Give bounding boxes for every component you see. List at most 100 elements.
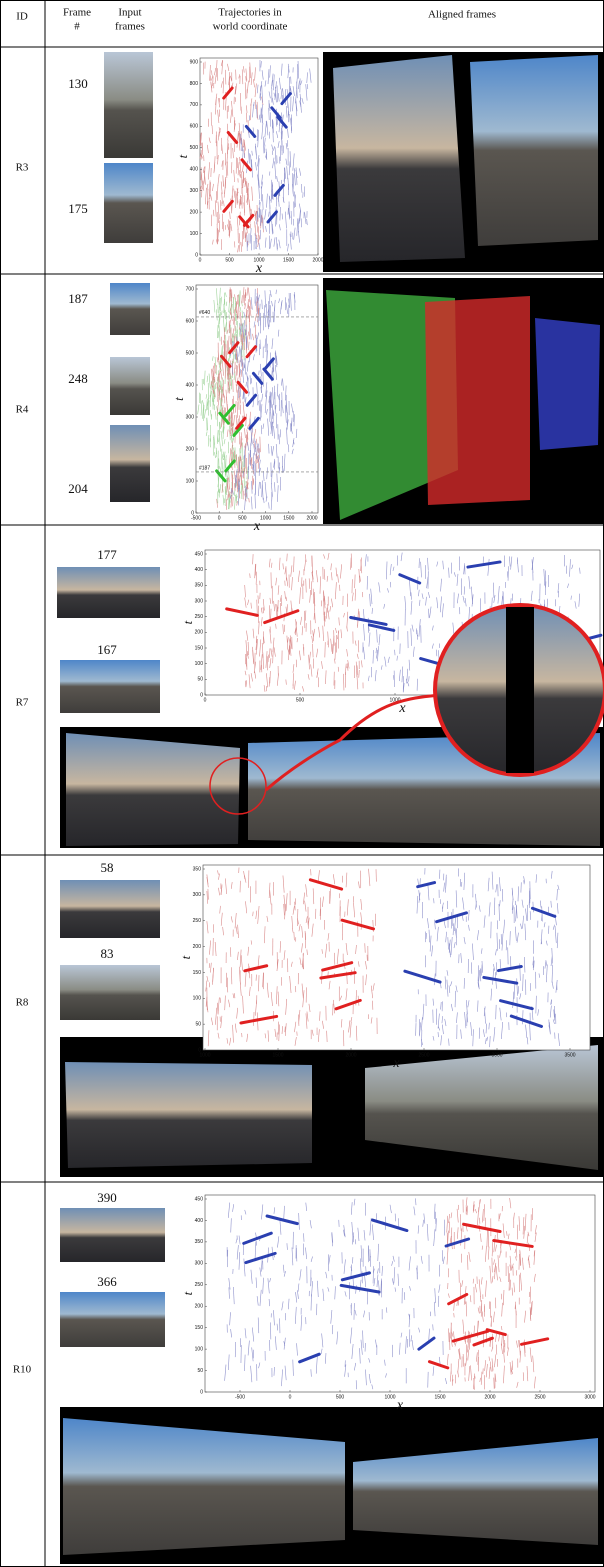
trajectory bbox=[253, 321, 256, 328]
trajectory bbox=[252, 104, 254, 118]
trajectory bbox=[273, 305, 276, 323]
trajectory bbox=[299, 100, 302, 108]
trajectory bbox=[516, 1381, 519, 1388]
trajectory bbox=[278, 1024, 280, 1042]
trajectory bbox=[526, 1233, 529, 1244]
trajectory bbox=[557, 903, 559, 914]
trajectory bbox=[358, 568, 361, 583]
trajectory bbox=[230, 289, 233, 303]
trajectory bbox=[212, 370, 215, 388]
trajectory bbox=[397, 1273, 399, 1286]
trajectory bbox=[250, 297, 253, 310]
trajectory bbox=[328, 980, 331, 990]
trajectory bbox=[247, 946, 249, 956]
trajectory bbox=[282, 1264, 285, 1273]
trajectory-highlight bbox=[416, 881, 437, 889]
trajectory bbox=[255, 999, 257, 1016]
trajectory bbox=[495, 1244, 497, 1252]
trajectory bbox=[217, 229, 219, 244]
trajectory bbox=[293, 168, 296, 186]
trajectory bbox=[205, 394, 208, 399]
trajectory bbox=[279, 557, 281, 571]
trajectory bbox=[230, 373, 232, 386]
trajectory bbox=[234, 495, 236, 510]
trajectory bbox=[263, 471, 265, 482]
trajectory bbox=[260, 215, 262, 229]
trajectory bbox=[446, 970, 449, 976]
trajectory bbox=[237, 951, 239, 961]
trajectory bbox=[265, 226, 267, 232]
trajectory bbox=[292, 174, 295, 190]
trajectory bbox=[485, 1023, 487, 1034]
trajectory bbox=[221, 405, 224, 422]
trajectory bbox=[291, 915, 293, 929]
trajectory bbox=[525, 1024, 528, 1039]
trajectory bbox=[299, 168, 301, 176]
trajectory bbox=[236, 1007, 238, 1019]
trajectory bbox=[272, 648, 274, 664]
trajectory bbox=[240, 349, 242, 367]
trajectory bbox=[298, 209, 301, 224]
y-tick-label: 450 bbox=[195, 551, 204, 557]
trajectory bbox=[551, 981, 554, 989]
trajectory bbox=[475, 893, 477, 908]
trajectory bbox=[267, 308, 270, 314]
trajectory bbox=[259, 467, 261, 473]
trajectory bbox=[417, 878, 419, 886]
trajectory bbox=[238, 478, 241, 490]
trajectory bbox=[310, 1256, 313, 1263]
trajectory bbox=[284, 567, 287, 575]
y-tick-label: 0 bbox=[198, 1047, 201, 1053]
trajectory bbox=[250, 328, 252, 340]
trajectory bbox=[506, 1231, 508, 1236]
trajectory bbox=[385, 1373, 387, 1378]
trajectory bbox=[268, 502, 270, 509]
trajectory bbox=[240, 241, 243, 252]
trajectory-highlight bbox=[236, 380, 248, 394]
trajectory bbox=[262, 484, 264, 500]
trajectory bbox=[238, 200, 241, 209]
trajectory bbox=[257, 226, 259, 243]
trajectory bbox=[329, 888, 331, 905]
trajectory bbox=[481, 1277, 483, 1285]
warped-frame bbox=[63, 1418, 345, 1555]
trajectory bbox=[270, 184, 273, 202]
trajectory bbox=[241, 359, 244, 371]
trajectory bbox=[462, 595, 465, 603]
trajectory bbox=[404, 596, 407, 610]
trajectory bbox=[468, 1366, 471, 1381]
trajectory bbox=[261, 393, 264, 402]
trajectory bbox=[265, 152, 267, 158]
trajectory bbox=[296, 222, 298, 236]
trajectory bbox=[252, 452, 255, 470]
trajectory-highlight bbox=[263, 609, 300, 625]
trajectory bbox=[272, 157, 275, 169]
trajectory bbox=[450, 1212, 453, 1219]
trajectory bbox=[491, 597, 493, 609]
trajectory bbox=[519, 1350, 522, 1363]
trajectory bbox=[534, 1376, 536, 1389]
trajectory bbox=[285, 596, 288, 602]
trajectory-highlight bbox=[242, 1231, 273, 1245]
trajectory bbox=[335, 627, 337, 634]
trajectory bbox=[305, 1202, 307, 1211]
trajectory bbox=[221, 483, 224, 493]
trajectory bbox=[467, 1000, 470, 1008]
trajectory bbox=[551, 964, 553, 983]
trajectory bbox=[280, 603, 282, 617]
trajectory bbox=[225, 499, 228, 510]
trajectory bbox=[471, 594, 474, 607]
trajectory bbox=[290, 292, 292, 311]
trajectory bbox=[264, 80, 267, 87]
trajectory bbox=[227, 105, 229, 112]
trajectory bbox=[457, 593, 459, 604]
trajectory bbox=[448, 1038, 450, 1046]
trajectory bbox=[256, 1296, 259, 1306]
trajectory bbox=[546, 964, 548, 983]
trajectory bbox=[245, 232, 247, 242]
row-id: R7 bbox=[16, 697, 29, 709]
x-tick-label: 3500 bbox=[564, 1052, 575, 1058]
trajectory bbox=[306, 1011, 309, 1022]
trajectory-highlight bbox=[215, 469, 227, 483]
trajectory bbox=[363, 624, 365, 641]
